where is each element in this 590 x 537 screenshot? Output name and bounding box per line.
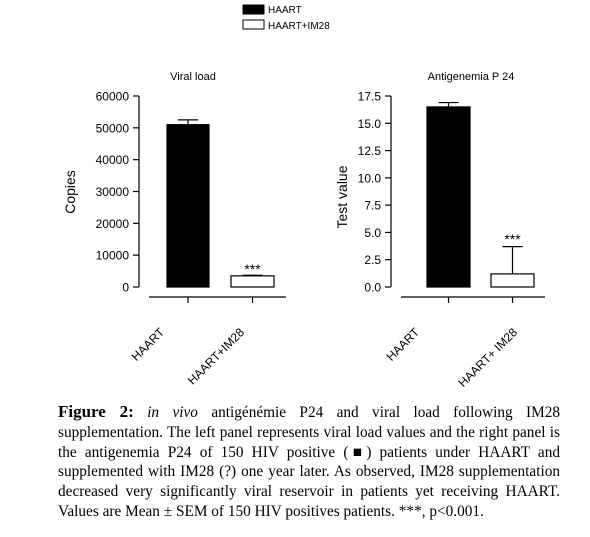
antigenemia-p-24-y-axis-label: Test value (334, 165, 350, 228)
viral-load-significance: *** (244, 261, 261, 277)
viral-load-y-tick-label: 20000 (96, 217, 130, 231)
viral-load-y-tick-label: 40000 (96, 153, 130, 167)
antigenemia-p-24-category-label: HAART+ IM28 (455, 325, 520, 390)
viral-load-y-tick-label: 50000 (96, 121, 130, 135)
antigenemia-p-24-bar (490, 273, 535, 288)
antigenemia-p-24-significance: *** (504, 231, 521, 247)
caption-text: antigénémie P24 and viral load following… (58, 404, 561, 520)
viral-load-category-label: HAART (129, 325, 168, 364)
antigenemia-p-24-y-tick-label: 2.5 (364, 253, 381, 267)
figure-caption: Figure 2: in vivo antigénémie P24 and vi… (58, 402, 560, 522)
viral-load-y-tick-label: 30000 (96, 185, 130, 199)
antigenemia-p-24-y-tick-label: 10.0 (358, 171, 382, 185)
figure: HAART HAART+IM28 Viral load Copies 0 10000 2… (62, 4, 545, 390)
viral-load-category-label: HAART+IM28 (185, 325, 248, 388)
antigenemia-p-24-y-tick-label: 17.5 (358, 90, 382, 104)
legend-label-haart: HAART (268, 5, 302, 16)
viral-load-bar (230, 275, 275, 288)
antigenemia-panel: Antigenemia P 24 Test value 0.0 2.5 5.0 7.5 10… (334, 71, 545, 390)
viral-load-y-tick-label: 60000 (96, 90, 130, 104)
antigenemia-p-24-y-tick-label: 0.0 (364, 281, 381, 295)
viral-load-y-tick-label: 0 (122, 281, 129, 295)
antigenemia-p-24-title: Antigenemia P 24 (428, 71, 515, 83)
antigenemia-p-24-category-label: HAART (384, 325, 423, 364)
legend: HAART HAART+IM28 (242, 4, 330, 32)
legend-label-haart-im28: HAART+IM28 (268, 21, 330, 32)
antigenemia-p-24-bar (426, 106, 471, 288)
viral-load-panel: Viral load Copies 0 10000 20000 30000 40000 500… (62, 71, 286, 388)
antigenemia-p-24-y-tick-label: 15.0 (358, 117, 382, 131)
caption-italic: in vivo (147, 404, 198, 421)
caption-lead: Figure 2: (58, 402, 134, 421)
antigenemia-p-24-y-tick-label: 5.0 (364, 226, 381, 240)
viral-load-y-tick-label: 10000 (96, 249, 130, 263)
viral-load-title: Viral load (170, 71, 216, 83)
antigenemia-p-24-y-tick-label: 12.5 (358, 144, 382, 158)
legend-swatch-haart-im28 (242, 19, 265, 30)
viral-load-y-axis-label: Copies (62, 170, 78, 214)
legend-swatch-haart (242, 4, 265, 15)
viral-load-bar (166, 124, 210, 288)
antigenemia-p-24-y-tick-label: 7.5 (364, 199, 381, 213)
